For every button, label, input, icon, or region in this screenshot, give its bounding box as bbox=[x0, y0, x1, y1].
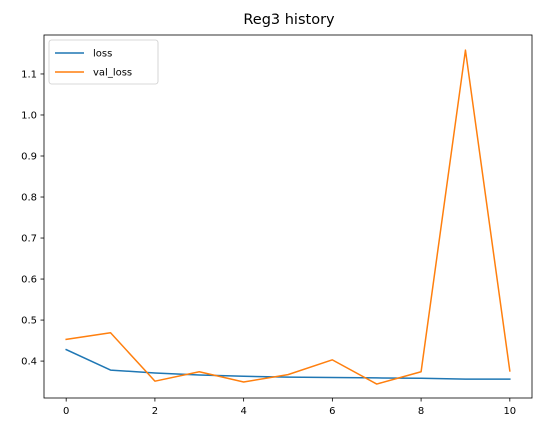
y-tick-label: 0.8 bbox=[21, 193, 37, 204]
y-tick-label: 0.5 bbox=[21, 316, 37, 327]
legend-box bbox=[48, 39, 159, 85]
x-tick-label: 4 bbox=[240, 406, 246, 417]
x-tick-label: 0 bbox=[63, 406, 69, 417]
y-tick-label: 1.1 bbox=[21, 70, 37, 81]
legend-label-loss: loss bbox=[93, 49, 112, 60]
y-tick-label: 1.0 bbox=[21, 111, 37, 122]
chart-title: Reg3 history bbox=[243, 12, 335, 28]
axes-frame bbox=[43, 34, 533, 399]
series-line-val-loss bbox=[65, 49, 511, 385]
y-tick-label: 0.7 bbox=[21, 234, 37, 245]
y-tick-label: 0.4 bbox=[21, 357, 37, 368]
x-tick-label: 8 bbox=[418, 406, 424, 417]
x-tick-label: 10 bbox=[503, 406, 516, 417]
x-tick-label: 6 bbox=[329, 406, 335, 417]
y-tick-label: 0.6 bbox=[21, 275, 37, 286]
series-line-loss bbox=[65, 348, 511, 380]
x-tick-label: 2 bbox=[152, 406, 158, 417]
plot-area: 0 2 4 6 8 10 0.4 0.5 0.6 0.7 0.8 0.9 1.0 1.1 bbox=[21, 34, 533, 417]
y-tick-label: 0.9 bbox=[21, 152, 37, 163]
legend: loss val_loss bbox=[48, 39, 159, 85]
legend-label-val-loss: val_loss bbox=[93, 68, 132, 79]
